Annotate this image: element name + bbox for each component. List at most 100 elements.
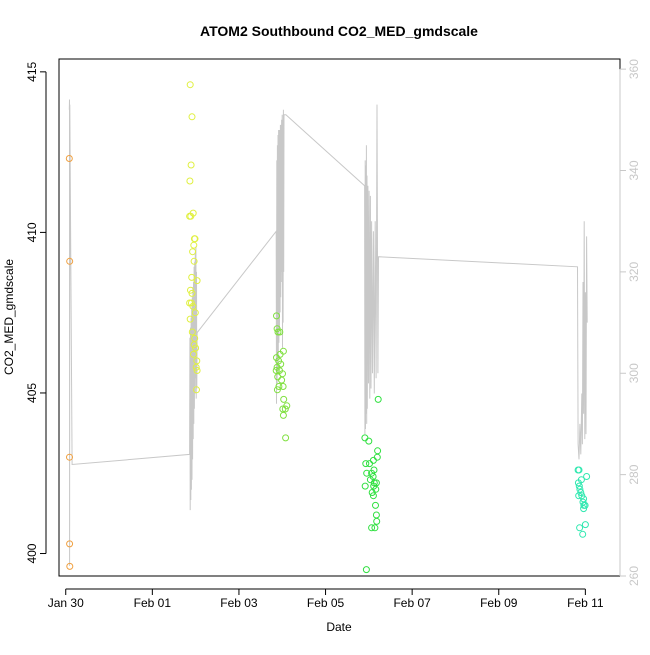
data-point	[583, 473, 591, 480]
data-point	[189, 248, 197, 256]
data-point	[576, 524, 584, 532]
data-point	[66, 453, 73, 461]
data-point	[368, 489, 376, 496]
y2-tick-label: 300	[627, 363, 641, 383]
data-point	[190, 350, 197, 358]
data-point	[363, 469, 371, 477]
y-tick-label: 415	[25, 62, 39, 82]
data-point	[187, 161, 195, 169]
data-point	[370, 479, 378, 487]
co2-line-series	[68, 99, 588, 566]
y2-tick-label: 260	[627, 566, 641, 586]
data-point	[373, 517, 381, 525]
data-point	[575, 492, 583, 500]
data-point	[369, 492, 377, 500]
y-axis-label: CO2_MED_gmdscale	[2, 259, 16, 375]
data-point	[193, 277, 201, 285]
data-point	[192, 344, 200, 352]
data-point	[365, 437, 373, 445]
data-point	[190, 241, 198, 249]
data-point	[366, 460, 373, 468]
data-point	[575, 482, 583, 490]
data-point	[371, 524, 379, 532]
data-point	[362, 566, 370, 574]
data-point	[188, 273, 196, 281]
data-point	[193, 367, 201, 374]
data-point	[579, 530, 587, 538]
data-point	[190, 341, 198, 349]
data-point	[186, 81, 194, 89]
y2-tick-label: 280	[627, 464, 641, 484]
data-point	[274, 373, 282, 381]
data-point	[187, 299, 195, 307]
data-point	[581, 521, 589, 529]
data-point	[273, 312, 280, 320]
data-point	[193, 386, 200, 394]
data-point	[188, 113, 196, 121]
data-point	[279, 383, 287, 390]
x-tick-label: Feb 07	[393, 596, 431, 610]
data-point	[368, 469, 376, 477]
axes-layer: Jan 30 Feb 01 Feb 03 Feb 05 Feb 07 Feb 09 Feb …	[25, 59, 641, 610]
data-point	[576, 485, 584, 493]
data-point	[274, 328, 282, 336]
data-point	[190, 257, 198, 265]
data-point	[374, 447, 382, 455]
data-point	[362, 460, 370, 468]
x-axis-label: Date	[326, 620, 352, 634]
data-point	[580, 495, 588, 503]
y-tick-label: 400	[25, 543, 39, 563]
data-point	[279, 411, 287, 419]
data-point	[187, 286, 194, 294]
data-point	[361, 482, 369, 490]
data-point	[575, 466, 583, 474]
data-point	[191, 235, 199, 243]
data-point	[188, 289, 196, 297]
data-point	[65, 155, 73, 162]
data-point	[282, 434, 290, 442]
data-point	[368, 524, 376, 532]
y2-tick-label: 340	[627, 160, 641, 180]
y2-tick-label: 360	[627, 59, 641, 79]
data-point	[372, 511, 380, 519]
data-point	[272, 367, 280, 374]
data-point	[581, 501, 589, 509]
points-layer	[65, 81, 591, 574]
y2-tick-label: 320	[627, 262, 641, 282]
x-tick-label: Feb 09	[480, 596, 518, 610]
x-tick-label: Feb 03	[220, 596, 258, 610]
x-tick-label: Feb 11	[567, 596, 604, 610]
data-point	[273, 386, 281, 394]
data-point	[192, 363, 200, 371]
data-point	[66, 257, 74, 265]
plot-frame	[58, 58, 621, 577]
data-point	[580, 505, 588, 513]
data-point	[186, 177, 194, 185]
chart-title: ATOM2 Southbound CO2_MED_gmdscale	[200, 23, 478, 39]
data-point	[279, 370, 286, 378]
data-point	[574, 479, 582, 487]
data-point	[278, 376, 286, 384]
data-point	[373, 453, 381, 461]
data-point	[189, 209, 197, 217]
y-tick-label: 405	[25, 383, 39, 403]
data-point	[66, 540, 74, 548]
line-series-layer	[68, 99, 588, 566]
x-tick-label: Jan 30	[48, 596, 84, 610]
y-tick-label: 410	[25, 222, 39, 242]
data-point	[66, 562, 74, 570]
data-point	[186, 315, 194, 323]
data-point	[191, 309, 199, 317]
data-point	[281, 405, 289, 413]
data-point	[361, 434, 369, 442]
data-point	[275, 383, 283, 390]
data-point	[188, 328, 196, 336]
data-point	[189, 302, 197, 310]
data-point	[372, 501, 379, 509]
x-tick-label: Feb 01	[134, 596, 172, 610]
data-point	[374, 395, 382, 403]
data-point	[369, 456, 377, 464]
x-tick-label: Feb 05	[307, 596, 345, 610]
